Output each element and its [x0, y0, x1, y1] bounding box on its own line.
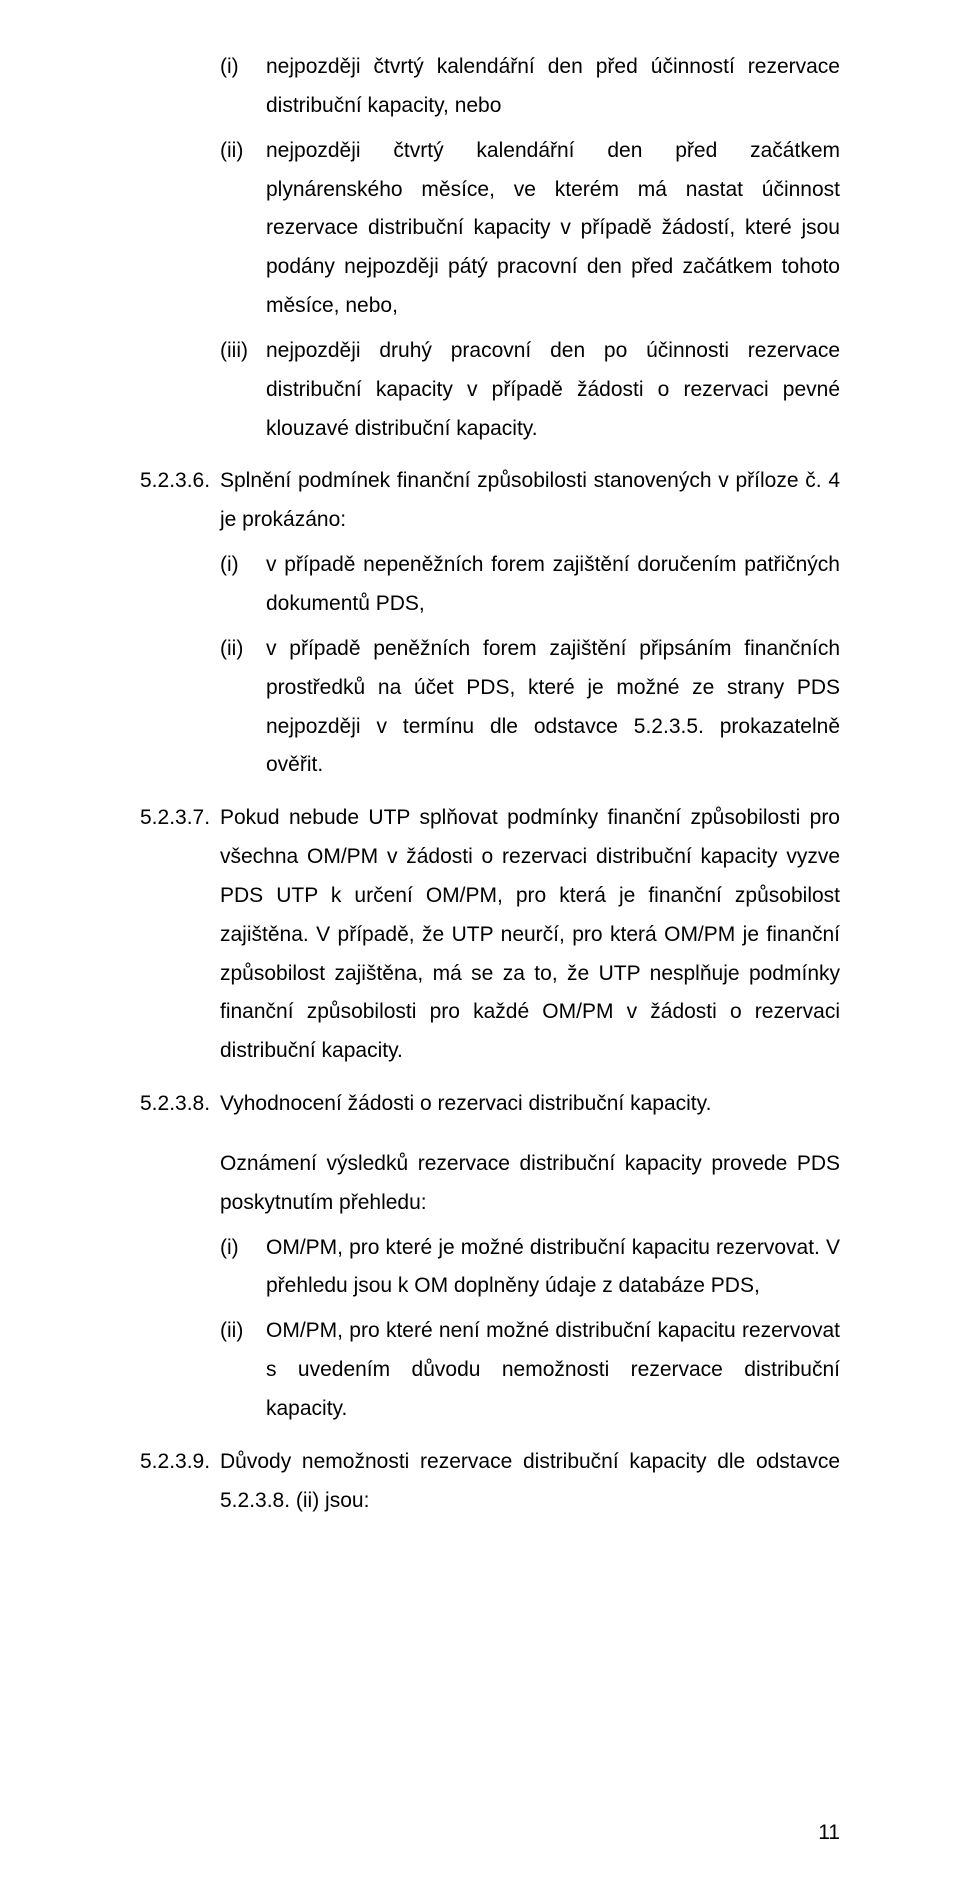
item-marker: (i)	[220, 546, 266, 624]
item-marker: (ii)	[220, 1312, 266, 1429]
list-item: (ii) v případě peněžních forem zajištění…	[220, 630, 840, 785]
list-item: (i) nejpozději čtvrtý kalendářní den pře…	[220, 48, 840, 126]
roman-list-top: (i) nejpozději čtvrtý kalendářní den pře…	[220, 48, 840, 448]
item-text: nejpozději čtvrtý kalendářní den před za…	[266, 132, 840, 326]
section-5-2-3-7: 5.2.3.7. Pokud nebude UTP splňovat podmí…	[140, 799, 840, 1071]
item-text: v případě peněžních forem zajištění přip…	[266, 630, 840, 785]
list-item: 5.2.3.9. Důvody nemožnosti rezervace dis…	[140, 1443, 840, 1521]
roman-list-5236: (i) v případě nepeněžních forem zajištěn…	[220, 546, 840, 785]
item-marker: 5.2.3.6.	[140, 462, 220, 540]
paragraph: Oznámení výsledků rezervace distribuční …	[220, 1145, 840, 1223]
section-5-2-3-8: 5.2.3.8. Vyhodnocení žádosti o rezervaci…	[140, 1085, 840, 1429]
item-text: v případě nepeněžních forem zajištění do…	[266, 546, 840, 624]
item-marker: 5.2.3.9.	[140, 1443, 220, 1521]
roman-list-5238: (i) OM/PM, pro které je možné distribučn…	[220, 1229, 840, 1429]
item-text: nejpozději druhý pracovní den po účinnos…	[266, 332, 840, 449]
section-5-2-3-6: 5.2.3.6. Splnění podmínek finanční způso…	[140, 462, 840, 785]
page-number: 11	[818, 1814, 840, 1853]
item-text: OM/PM, pro které není možné distribuční …	[266, 1312, 840, 1429]
item-marker: (i)	[220, 48, 266, 126]
item-marker: 5.2.3.8.	[140, 1085, 220, 1124]
item-text: Vyhodnocení žádosti o rezervaci distribu…	[220, 1085, 840, 1124]
item-marker: (iii)	[220, 332, 266, 449]
item-marker: (ii)	[220, 630, 266, 785]
item-marker: 5.2.3.7.	[140, 799, 220, 1071]
list-item: (ii) OM/PM, pro které není možné distrib…	[220, 1312, 840, 1429]
list-item: 5.2.3.6. Splnění podmínek finanční způso…	[140, 462, 840, 540]
item-text: Splnění podmínek finanční způsobilosti s…	[220, 462, 840, 540]
page: (i) nejpozději čtvrtý kalendářní den pře…	[0, 0, 960, 1899]
item-marker: (ii)	[220, 132, 266, 326]
list-item: (i) OM/PM, pro které je možné distribučn…	[220, 1229, 840, 1307]
list-item: (i) v případě nepeněžních forem zajištěn…	[220, 546, 840, 624]
item-text: Důvody nemožnosti rezervace distribuční …	[220, 1443, 840, 1521]
item-text: Pokud nebude UTP splňovat podmínky finan…	[220, 799, 840, 1071]
section-5-2-3-9: 5.2.3.9. Důvody nemožnosti rezervace dis…	[140, 1443, 840, 1521]
list-item: (iii) nejpozději druhý pracovní den po ú…	[220, 332, 840, 449]
item-text: OM/PM, pro které je možné distribuční ka…	[266, 1229, 840, 1307]
list-item: 5.2.3.7. Pokud nebude UTP splňovat podmí…	[140, 799, 840, 1071]
list-item: (ii) nejpozději čtvrtý kalendářní den př…	[220, 132, 840, 326]
list-item: 5.2.3.8. Vyhodnocení žádosti o rezervaci…	[140, 1085, 840, 1124]
item-marker: (i)	[220, 1229, 266, 1307]
item-text: nejpozději čtvrtý kalendářní den před úč…	[266, 48, 840, 126]
